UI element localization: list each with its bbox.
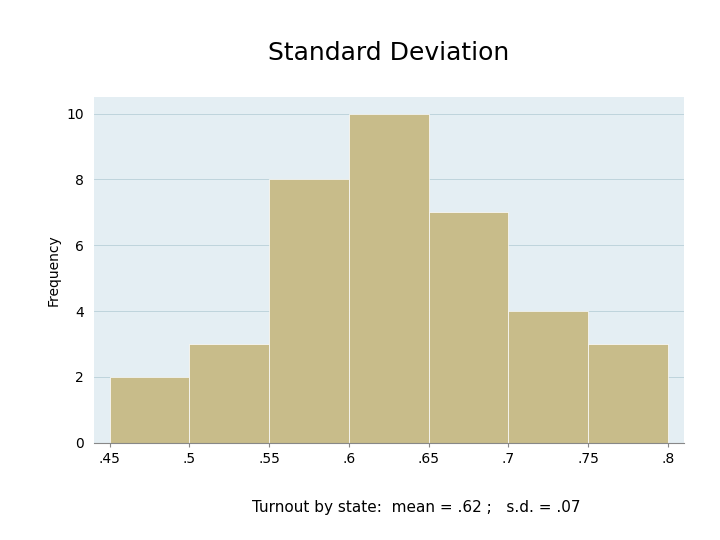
Bar (189, 344, 269, 443)
Bar (349, 113, 428, 443)
Text: Turnout by state:  mean = .62 ;   s.d. = .07: Turnout by state: mean = .62 ; s.d. = .0… (252, 500, 580, 515)
Bar (588, 344, 668, 443)
Bar (269, 179, 349, 443)
Text: Standard Deviation: Standard Deviation (268, 41, 510, 65)
Bar (508, 311, 588, 443)
Bar (109, 377, 189, 443)
Y-axis label: Frequency: Frequency (47, 234, 60, 306)
Bar (428, 212, 508, 443)
